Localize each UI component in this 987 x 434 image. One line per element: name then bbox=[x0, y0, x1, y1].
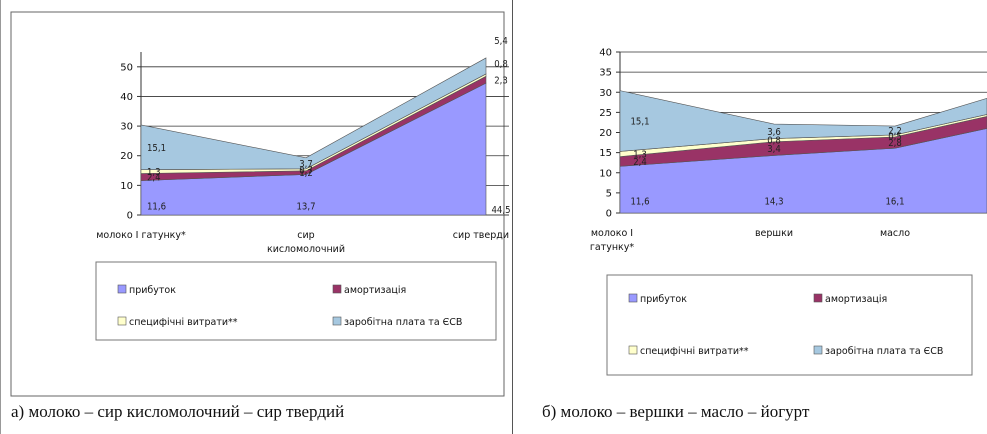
y-tick-label: 25 bbox=[599, 108, 612, 119]
legend-swatch bbox=[813, 345, 823, 355]
area-заробітна-плата-та-єсв bbox=[619, 90, 987, 152]
category-label: кисломолочний bbox=[267, 244, 345, 255]
legend-swatch bbox=[628, 345, 638, 355]
data-label: 0,8 bbox=[494, 59, 508, 70]
data-label: 1,3 bbox=[147, 167, 161, 178]
chart-b: 0 5 10 15 20 25 30 35 40 11,6 14,3 16,1 2,4 3,4 2,8 1,3… bbox=[590, 48, 987, 376]
y-tick-label: 50 bbox=[120, 62, 133, 73]
data-label: 16,1 bbox=[885, 196, 904, 207]
legend-box bbox=[95, 261, 497, 341]
data-label: 15,1 bbox=[630, 117, 649, 128]
legend-label: прибуток bbox=[129, 285, 176, 296]
data-label: 15,1 bbox=[147, 143, 166, 154]
panel-a: 0 10 20 30 40 50 11,6 13,7 44,5 2,4 1,2 2,3 1,3 0,7 0,… bbox=[0, 0, 513, 434]
area-заробітна-плата-та-єсв bbox=[140, 57, 487, 170]
y-tick-label: 35 bbox=[599, 68, 612, 79]
y-tick-label: 10 bbox=[599, 168, 612, 179]
y-tick-label: 30 bbox=[120, 122, 133, 133]
data-label: 0,7 bbox=[299, 165, 313, 176]
legend-label: амортизація bbox=[344, 285, 406, 296]
data-label: 11,6 bbox=[630, 196, 649, 207]
category-label: молоко І гатунку* bbox=[96, 230, 186, 241]
y-tick-label: 0 bbox=[127, 211, 133, 222]
data-label: 2,4 bbox=[633, 157, 647, 168]
category-label: гатунку* bbox=[590, 242, 635, 253]
legend-swatch bbox=[813, 293, 823, 303]
legend-swatch bbox=[332, 284, 342, 294]
legend-label: прибуток bbox=[640, 294, 687, 305]
data-label: 44,5 bbox=[491, 205, 510, 216]
y-tick-label: 30 bbox=[599, 88, 612, 99]
y-tick-label: 15 bbox=[599, 148, 612, 159]
category-label: сир тверди bbox=[453, 230, 509, 241]
category-label: сир bbox=[297, 230, 314, 241]
y-tick-label: 40 bbox=[599, 48, 612, 59]
data-label: 0,8 bbox=[767, 136, 781, 147]
legend-label: специфічні витрати** bbox=[640, 346, 749, 357]
y-tick-label: 5 bbox=[606, 188, 612, 199]
legend-swatch bbox=[628, 293, 638, 303]
category-label: масло bbox=[880, 228, 910, 239]
caption-b: б) молоко – вершки – масло – йогурт bbox=[542, 402, 810, 421]
legend-label: заробітна плата та ЄСВ bbox=[344, 317, 462, 328]
legend-box bbox=[606, 274, 973, 376]
category-label: молоко І bbox=[591, 228, 633, 239]
data-label: 2,3 bbox=[494, 75, 508, 86]
data-label: 13,7 bbox=[296, 202, 315, 213]
y-tick-label: 40 bbox=[120, 92, 133, 103]
y-tick-label: 20 bbox=[120, 151, 133, 162]
data-label: 1,2 bbox=[299, 168, 313, 179]
legend-label: специфічні витрати** bbox=[129, 317, 238, 328]
chart-a: 0 10 20 30 40 50 11,6 13,7 44,5 2,4 1,2 2,3 1,3 0,7 0,… bbox=[10, 11, 511, 397]
data-label: 3,7 bbox=[299, 159, 313, 170]
panel-b: 0 5 10 15 20 25 30 35 40 11,6 14,3 16,1 2,4 3,4 2,8 1,3… bbox=[512, 0, 987, 434]
data-label: 0,5 bbox=[888, 131, 902, 142]
legend-label: амортизація bbox=[825, 294, 887, 305]
caption-a: а) молоко – сир кисломолочний – сир твер… bbox=[11, 402, 345, 421]
legend-label: заробітна плата та ЄСВ bbox=[825, 346, 943, 357]
data-label: 3,6 bbox=[767, 127, 781, 138]
data-label: 5,4 bbox=[494, 36, 508, 47]
legend-swatch bbox=[117, 284, 127, 294]
data-label: 1,3 bbox=[633, 150, 647, 161]
y-tick-label: 10 bbox=[120, 181, 133, 192]
legend-swatch bbox=[332, 316, 342, 326]
data-label: 14,3 bbox=[764, 196, 783, 207]
data-label: 2,8 bbox=[888, 138, 902, 149]
data-label: 11,6 bbox=[147, 202, 166, 213]
category-label: вершки bbox=[755, 228, 793, 239]
legend-swatch bbox=[117, 316, 127, 326]
y-tick-label: 0 bbox=[606, 209, 612, 220]
data-label: 3,4 bbox=[767, 144, 781, 155]
y-tick-label: 20 bbox=[599, 128, 612, 139]
data-label: 2,4 bbox=[147, 173, 161, 184]
data-label: 2,2 bbox=[888, 126, 902, 137]
chart-frame bbox=[10, 11, 505, 397]
